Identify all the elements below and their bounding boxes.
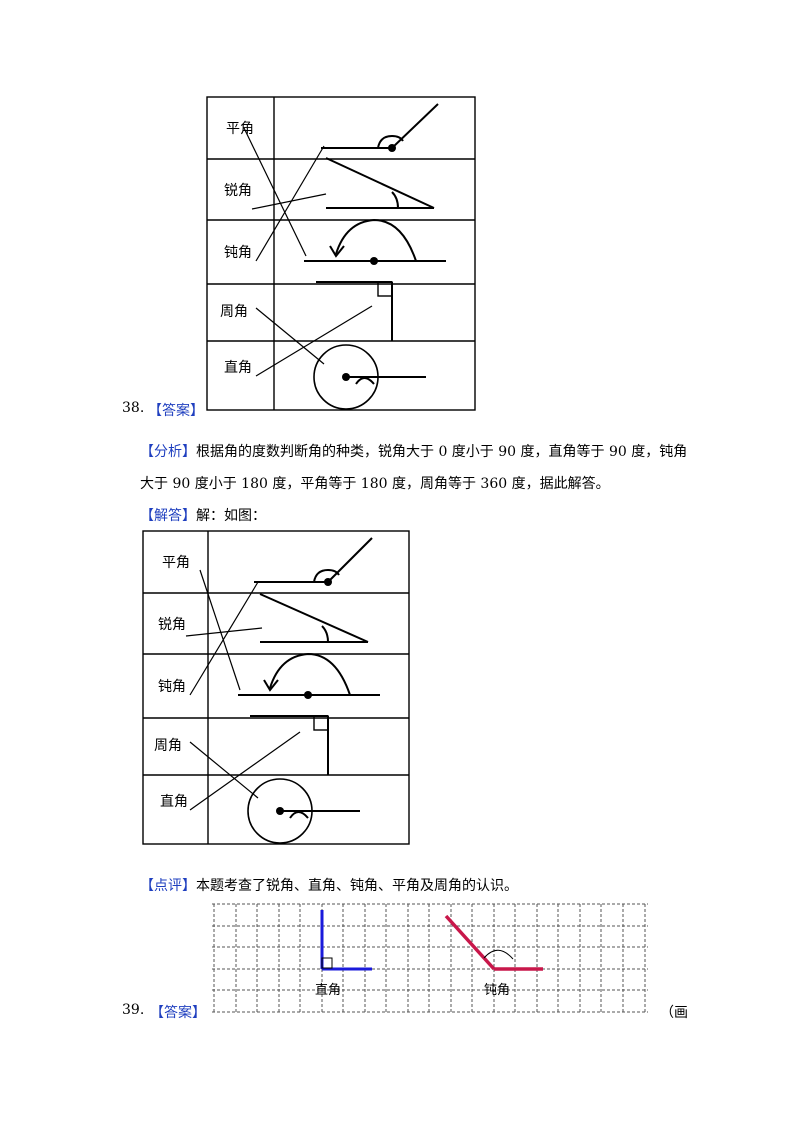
- solution-label: 【解答】: [140, 508, 196, 524]
- comment-text: 本题考查了锐角、直角、钝角、平角及周角的认识。: [196, 878, 518, 894]
- q39-number: 39.: [122, 1002, 145, 1018]
- q38-comment: 【点评】本题考查了锐角、直角、钝角、平角及周角的认识。: [140, 874, 518, 898]
- right-angle-marker: [321, 957, 333, 969]
- grid-label-obtuse: 钝角: [484, 983, 510, 998]
- q39-answer-label: 【答案】: [150, 1005, 206, 1021]
- analysis-line1: 根据角的度数判断角的种类，锐角大于 0 度小于 90 度，直角等于 90 度，钝…: [196, 444, 688, 460]
- obtuse-angle-shape: [304, 218, 446, 262]
- sol-label-straight: 平角: [162, 555, 190, 571]
- label-right: 直角: [224, 359, 252, 376]
- q38-answer-label: 【答案】: [148, 403, 204, 419]
- label-straight: 平角: [226, 121, 254, 137]
- straight-angle-shape: [321, 103, 439, 149]
- acute-angle-shape: [325, 157, 435, 209]
- grid-obtuse-angle: [444, 914, 543, 971]
- analysis-label: 【分析】: [140, 444, 196, 460]
- sol-label-acute: 锐角: [158, 617, 186, 633]
- full-angle-shape: [313, 344, 426, 410]
- grid-label-right: 直角: [315, 983, 341, 998]
- q38-answer-figure: 平角 锐角 钝角 周角 直角: [206, 96, 476, 411]
- label-acute: 锐角: [224, 183, 252, 199]
- q38-number: 38.: [122, 400, 145, 416]
- sol-label-right: 直角: [160, 793, 188, 810]
- right-angle-shape: [316, 281, 393, 341]
- comment-label: 【点评】: [140, 878, 196, 894]
- label-full: 周角: [220, 304, 248, 320]
- q38-analysis: 【分析】根据角的度数判断角的种类，锐角大于 0 度小于 90 度，直角等于 90…: [140, 440, 700, 464]
- q38-solution: 【解答】解：如图：: [140, 504, 266, 528]
- q38-solution-figure: 平角 锐角 钝角 周角 直角: [142, 530, 410, 845]
- q38-analysis-line2: 大于 90 度小于 180 度，平角等于 180 度，周角等于 360 度，据此…: [140, 476, 610, 492]
- label-obtuse: 钝角: [224, 245, 252, 261]
- sol-label-obtuse: 钝角: [158, 679, 186, 695]
- solution-text: 解：如图：: [196, 508, 266, 524]
- q39-trailing-text: （画: [660, 1005, 688, 1021]
- q39-grid-figure: 直角 钝角: [212, 903, 648, 1013]
- sol-label-full: 周角: [154, 738, 182, 754]
